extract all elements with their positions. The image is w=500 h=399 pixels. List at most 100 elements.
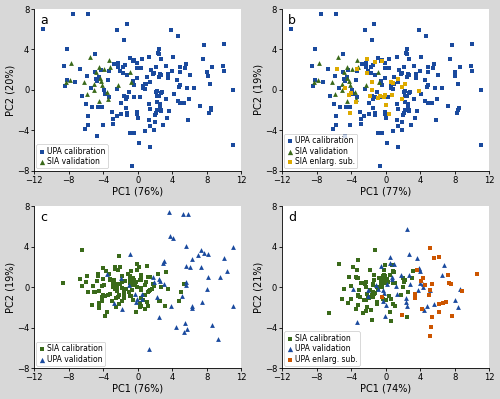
UPA enlarg. sub. [410,295,418,301]
UPA enlarg. sub. [448,313,456,320]
SIA calibration [120,288,128,295]
UPA calibration [133,111,141,117]
UPA calibration [309,82,317,89]
SIA calibration [391,280,399,286]
SIA calibration [131,281,139,288]
UPA calibration [332,113,340,119]
UPA calibration [220,41,228,47]
SIA calibration [144,274,152,280]
SIA validation [334,54,342,61]
UPA enlarg. sub. [435,309,443,315]
SIA calibration [154,271,162,278]
UPA calibration [94,104,102,110]
SIA calibration [118,297,126,304]
UPA calibration [374,55,382,61]
UPA enlarg. sub. [447,280,455,287]
SIA enlarg. sub. [394,76,402,82]
SIA calibration [388,262,396,268]
UPA calibration [370,105,378,111]
SIA validation [362,82,370,89]
SIA calibration [352,306,360,312]
UPA calibration [145,101,153,107]
SIA calibration [364,294,372,300]
UPA calibration [162,63,170,69]
UPA calibration [158,107,166,113]
UPA calibration [140,83,147,89]
UPA calibration [146,79,154,85]
UPA calibration [386,56,394,63]
SIA calibration [354,257,362,263]
UPA calibration [352,77,360,83]
UPA calibration [421,77,429,83]
UPA validation [183,326,191,332]
UPA validation [197,264,205,271]
SIA calibration [104,309,112,315]
UPA calibration [84,11,92,17]
SIA validation [98,78,106,84]
UPA calibration [129,57,137,64]
SIA validation [95,98,103,104]
Y-axis label: PC2 (20%): PC2 (20%) [6,64,16,116]
SIA calibration [100,276,108,282]
SIA enlarg. sub. [382,102,390,108]
UPA calibration [400,89,408,95]
UPA validation [156,277,164,284]
UPA validation [423,303,431,309]
UPA calibration [159,122,167,128]
SIA calibration [164,286,172,292]
UPA calibration [84,73,92,79]
UPA calibration [118,99,126,106]
UPA calibration [176,82,184,88]
UPA calibration [136,65,144,71]
UPA validation [132,298,140,305]
SIA calibration [157,284,165,290]
UPA calibration [112,113,120,120]
UPA validation [426,287,434,294]
SIA calibration [94,271,102,277]
UPA validation [393,291,401,298]
UPA calibration [152,89,160,95]
UPA calibration [344,67,352,74]
UPA calibration [311,77,319,83]
SIA calibration [338,296,345,303]
SIA calibration [112,294,120,301]
UPA calibration [370,21,378,28]
UPA validation [438,272,446,278]
SIA calibration [363,290,371,297]
UPA validation [104,271,112,277]
UPA calibration [198,56,206,62]
UPA calibration [405,90,413,96]
SIA calibration [126,277,134,283]
UPA calibration [430,61,438,67]
SIA calibration [99,265,107,271]
UPA calibration [455,105,463,112]
UPA calibration [398,69,406,76]
UPA calibration [336,103,344,110]
UPA calibration [180,100,188,107]
SIA calibration [352,274,360,280]
UPA calibration [150,119,158,125]
UPA calibration [393,101,401,107]
UPA calibration [376,162,384,169]
SIA validation [331,91,339,98]
SIA validation [98,82,106,89]
SIA calibration [124,271,132,277]
UPA calibration [122,21,130,28]
SIA validation [315,60,323,66]
UPA calibration [119,63,127,70]
UPA validation [406,281,414,287]
SIA calibration [115,253,123,259]
SIA calibration [324,310,332,316]
UPA calibration [185,96,193,102]
UPA validation [160,281,168,287]
SIA validation [354,64,362,70]
SIA calibration [94,278,102,284]
UPA calibration [402,93,410,99]
SIA calibration [126,279,134,285]
UPA calibration [114,63,122,70]
SIA calibration [96,305,104,311]
UPA validation [200,250,208,257]
SIA enlarg. sub. [334,66,342,73]
UPA calibration [390,74,398,81]
SIA enlarg. sub. [385,111,393,118]
